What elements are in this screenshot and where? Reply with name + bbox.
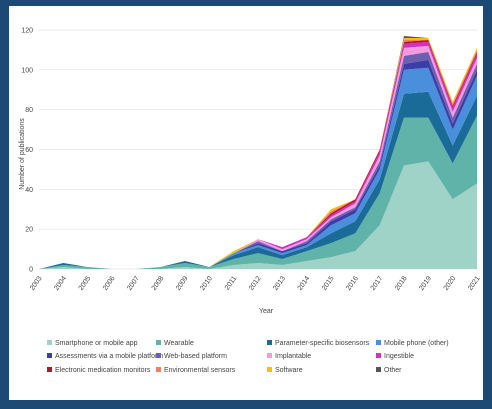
legend-swatch — [267, 340, 272, 345]
y-tick-label: 100 — [21, 67, 33, 74]
x-tick-label: 2015 — [321, 275, 336, 292]
x-tick-label: 2016 — [345, 275, 360, 292]
x-tick-label: 2005 — [78, 275, 93, 292]
legend-label: Parameter-specific biosensors — [275, 340, 370, 347]
x-tick-label: 2021 — [467, 275, 482, 292]
x-tick-label: 2018 — [394, 275, 409, 292]
stacked-area-chart: 0 20 40 60 80 100 120 2003 2004 2005 2006 2007 2008… — [9, 6, 483, 400]
legend-label: Other — [384, 367, 402, 374]
legend-swatch — [156, 367, 161, 372]
x-tick-label: 2014 — [297, 275, 312, 292]
legend-label: Smartphone or mobile app — [55, 340, 138, 347]
legend-swatch — [376, 353, 381, 358]
y-tick-label: 20 — [25, 227, 33, 234]
x-tick-label: 2009 — [175, 275, 190, 292]
legend-label: Implantable — [275, 353, 311, 360]
x-axis-ticks: 2003 2004 2005 2006 2007 2008 2009 2010 2011 2012… — [29, 275, 482, 292]
x-tick-label: 2020 — [443, 275, 458, 292]
legend-label: Mobile phone (other) — [384, 340, 449, 347]
x-tick-label: 2013 — [272, 275, 287, 292]
x-tick-label: 2011 — [224, 275, 238, 291]
x-tick-label: 2006 — [102, 275, 117, 292]
x-tick-label: 2004 — [53, 275, 68, 292]
legend-label: Electronic medication monitors — [55, 367, 151, 374]
y-tick-label: 40 — [25, 187, 33, 194]
y-tick-label: 60 — [25, 147, 33, 154]
legend-swatch — [47, 353, 52, 358]
legend-swatch — [47, 367, 52, 372]
legend-swatch — [376, 367, 381, 372]
x-axis-title: Year — [259, 308, 274, 315]
legend-label: Ingestible — [384, 353, 414, 360]
legend-swatch — [47, 340, 52, 345]
y-axis-title: Number of publications — [19, 118, 26, 190]
legend-swatch — [156, 353, 161, 358]
x-tick-label: 2019 — [418, 275, 433, 292]
y-tick-label: 0 — [29, 267, 33, 274]
legend-label: Web-based platform — [164, 353, 227, 360]
legend-label: Wearable — [164, 340, 194, 347]
legend: Smartphone or mobile app Wearable Paramete… — [47, 340, 449, 374]
x-tick-label: 2003 — [29, 275, 44, 292]
legend-swatch — [267, 367, 272, 372]
x-tick-label: 2010 — [199, 275, 214, 292]
legend-swatch — [267, 353, 272, 358]
x-tick-label: 2007 — [126, 275, 141, 292]
y-tick-label: 80 — [25, 107, 33, 114]
x-tick-label: 2012 — [248, 275, 263, 292]
legend-label: Assessments via a mobile platform — [55, 353, 163, 360]
legend-swatch — [376, 340, 381, 345]
x-tick-label: 2017 — [370, 275, 385, 292]
y-tick-label: 120 — [21, 28, 33, 35]
x-tick-label: 2008 — [151, 275, 166, 292]
legend-label: Environmental sensors — [164, 367, 236, 374]
area-series — [39, 36, 477, 269]
legend-label: Software — [275, 367, 303, 374]
legend-swatch — [156, 340, 161, 345]
chart-panel: 0 20 40 60 80 100 120 2003 2004 2005 2006 2007 2008… — [9, 6, 483, 400]
